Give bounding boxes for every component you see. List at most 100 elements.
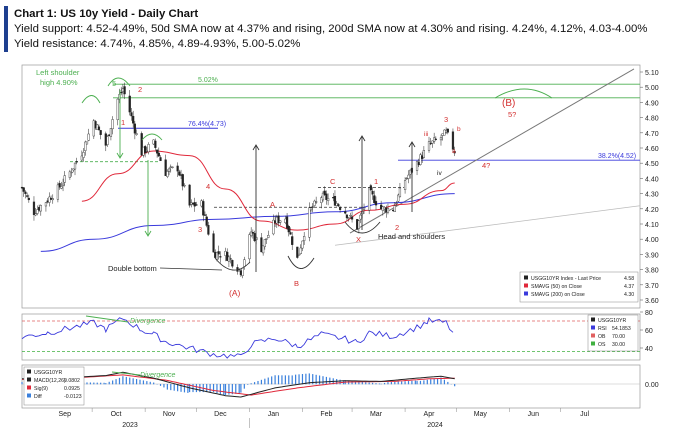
macd-diff-bar xyxy=(209,384,211,393)
macd-diff-bar xyxy=(436,378,439,385)
macd-diff-bar xyxy=(368,382,370,385)
macd-diff-bar xyxy=(394,381,396,385)
macd-diff-bar xyxy=(295,374,297,385)
macd-diff-bar xyxy=(224,384,227,395)
candle-body xyxy=(44,202,48,207)
macd-diff-bar xyxy=(387,382,389,385)
candle-body xyxy=(80,155,83,161)
level-label: 76.4%(4.73) xyxy=(188,121,226,128)
chart-annotation: (A) xyxy=(229,288,241,298)
candle-body xyxy=(403,180,407,190)
legend-swatch xyxy=(27,385,31,390)
macd-diff-bar xyxy=(433,378,435,385)
rsi-divergence-label: Divergence xyxy=(130,318,166,325)
macd-diff-bar xyxy=(411,380,413,385)
chart-annotation: Left shoulder xyxy=(36,68,80,77)
macd-diff-bar xyxy=(414,380,416,385)
candle-body xyxy=(453,151,456,154)
macd-diff-bar xyxy=(375,383,377,385)
candle-body xyxy=(296,246,299,258)
macd-diff-bar xyxy=(250,383,252,385)
chart-annotation: 4? xyxy=(482,161,490,170)
legend-label: OS xyxy=(598,342,606,348)
legend-label: Sig(9) xyxy=(34,386,48,392)
rsi-y-tick-label: 40 xyxy=(645,346,653,353)
macd-diff-bar xyxy=(361,381,363,385)
candle-body xyxy=(178,171,181,176)
legend-value: 0.0802 xyxy=(64,378,80,384)
legend-value: 4.58 xyxy=(624,276,634,282)
macd-diff-bar xyxy=(281,375,283,385)
candle-body xyxy=(82,152,85,158)
macd-diff-bar xyxy=(419,380,422,385)
legend-swatch xyxy=(27,377,31,382)
candle-body xyxy=(297,253,301,256)
macd-diff-bar xyxy=(308,373,310,385)
candle-body xyxy=(241,267,244,276)
candle-body xyxy=(60,186,63,189)
legend-label: USGG10YR xyxy=(598,318,627,324)
candle-body xyxy=(181,174,184,187)
lower-trendline xyxy=(334,205,641,246)
macd-diff-bar xyxy=(267,377,269,385)
candle-body xyxy=(195,204,198,206)
macd-diff-bar xyxy=(365,382,367,385)
candle-body xyxy=(337,204,340,207)
macd-diff-bar xyxy=(339,379,341,385)
macd-diff-bar xyxy=(108,381,110,385)
price-y-tick-label: 4.90 xyxy=(645,100,659,107)
macd-diff-bar xyxy=(243,384,245,389)
legend-label: SMAVG (200) on Close xyxy=(531,292,585,298)
candle-body xyxy=(386,208,390,213)
candle-body xyxy=(279,220,282,223)
macd-legend: USGG10YR MACD(12,26)0.0802 Sig(9) 0.0925 Dif… xyxy=(23,366,85,406)
candle-body xyxy=(39,205,42,212)
macd-diff-bar xyxy=(105,383,107,385)
target-arrow-head xyxy=(408,141,416,148)
macd-diff-bar xyxy=(219,384,221,395)
macd-diff-bar xyxy=(166,384,168,390)
candle-body xyxy=(68,171,71,178)
macd-diff-bar xyxy=(329,377,331,385)
candle-body xyxy=(219,256,222,258)
candle-body xyxy=(350,216,354,220)
macd-diff-bar xyxy=(223,384,225,396)
macd-diff-bar xyxy=(378,383,381,385)
candle-body xyxy=(419,154,422,165)
candle-body xyxy=(166,171,169,177)
head-shoulders-arrow-head xyxy=(358,135,366,142)
candle-body xyxy=(272,219,275,235)
legend-swatch xyxy=(27,369,31,374)
macd-diff-bar xyxy=(371,382,374,385)
legend-swatch xyxy=(591,317,595,322)
candle-body xyxy=(439,137,443,141)
candle-body xyxy=(156,149,159,154)
candle-body xyxy=(123,86,126,95)
candle-body xyxy=(303,236,306,241)
x-tick-label: Nov xyxy=(163,411,176,418)
candle-body xyxy=(36,209,39,214)
candle-body xyxy=(61,183,65,186)
candle-body xyxy=(144,146,147,154)
chart-annotation: 1 xyxy=(374,177,378,186)
candle-body xyxy=(207,225,210,235)
macd-diff-bar xyxy=(401,381,403,385)
candle-body xyxy=(188,184,191,206)
macd-diff-bar xyxy=(96,382,98,385)
chart-annotation: iii xyxy=(424,131,428,138)
macd-divergence-label: Divergence xyxy=(140,372,176,379)
macd-diff-bar xyxy=(318,375,321,385)
candle-body xyxy=(205,216,208,226)
candle-body xyxy=(133,123,136,134)
candle-body xyxy=(344,211,347,214)
candle-body xyxy=(315,201,318,203)
macd-diff-bar xyxy=(351,380,353,385)
chart-annotation: 3 xyxy=(444,115,448,124)
macd-diff-bar xyxy=(21,382,23,385)
candle-body xyxy=(299,247,302,255)
chart-annotation: 2 xyxy=(395,223,399,232)
macd-diff-bar xyxy=(195,384,198,393)
macd-diff-bar xyxy=(291,375,293,385)
macd-diff-bar xyxy=(192,384,194,393)
